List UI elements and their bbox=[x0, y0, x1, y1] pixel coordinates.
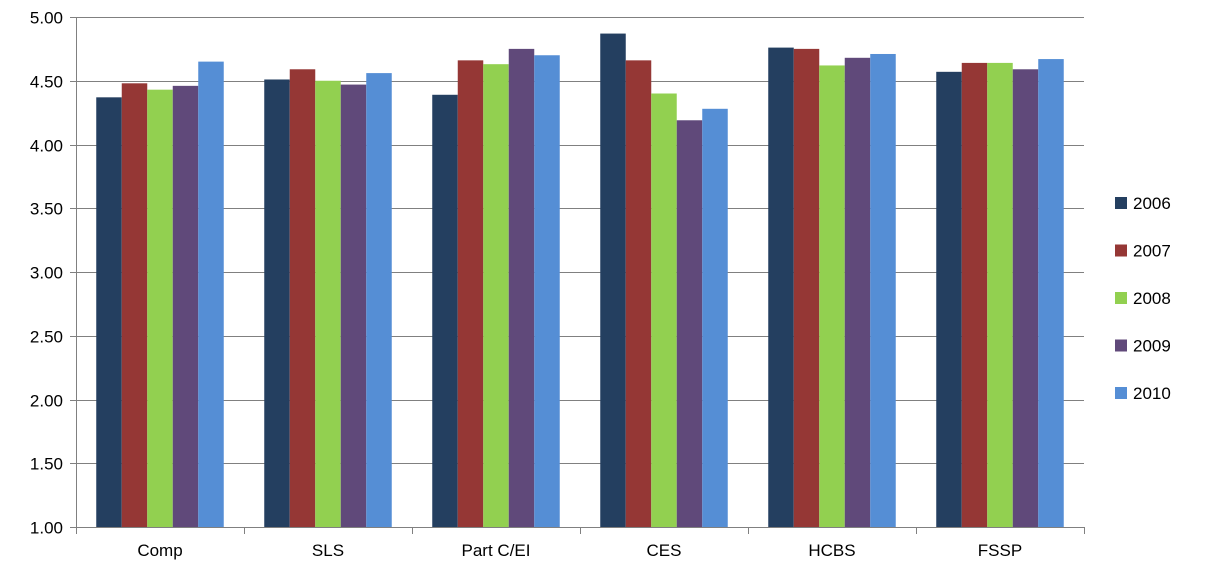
bar-2009-part-c-ei bbox=[508, 48, 535, 528]
bar-2006-part-c-ei bbox=[432, 94, 458, 527]
bar-2006-fssp bbox=[936, 71, 962, 527]
y-tick-label: 2.50 bbox=[30, 328, 63, 347]
bar-2007-fssp bbox=[961, 62, 988, 528]
bar-2007-ces bbox=[625, 60, 652, 527]
bar-2009-hcbs bbox=[844, 57, 871, 528]
legend-swatch-2006 bbox=[1115, 197, 1127, 209]
legend-label-2008: 2008 bbox=[1133, 289, 1171, 308]
bar-2007-part-c-ei bbox=[457, 60, 484, 527]
bar-2006-hcbs bbox=[768, 47, 794, 527]
bars bbox=[96, 33, 1064, 528]
bar-2006-comp bbox=[96, 97, 122, 527]
legend-label-2006: 2006 bbox=[1133, 194, 1171, 213]
y-tick-label: 3.00 bbox=[30, 264, 63, 283]
y-tick-label: 1.50 bbox=[30, 455, 63, 474]
bar-2007-sls bbox=[289, 69, 316, 527]
x-category-label: SLS bbox=[312, 541, 344, 560]
gridlines bbox=[76, 17, 1084, 464]
legend-label-2009: 2009 bbox=[1133, 337, 1171, 356]
legend-swatch-2007 bbox=[1115, 244, 1127, 257]
bar-2008-part-c-ei bbox=[483, 64, 509, 528]
bar-2009-sls bbox=[340, 84, 367, 527]
x-category-label: HCBS bbox=[808, 541, 855, 560]
bar-2010-ces bbox=[702, 108, 728, 528]
bar-2010-part-c-ei bbox=[534, 55, 560, 527]
y-tick-label: 3.50 bbox=[30, 200, 63, 219]
bar-2010-sls bbox=[366, 73, 392, 527]
legend-swatch-2009 bbox=[1115, 339, 1127, 352]
bar-2007-hcbs bbox=[793, 48, 820, 528]
bar-2008-sls bbox=[315, 80, 341, 527]
x-category-label: CES bbox=[647, 541, 682, 560]
legend: 2006 2007 2008 2009 2010 bbox=[1115, 194, 1171, 403]
y-tick-label: 2.00 bbox=[30, 392, 63, 411]
x-category-label: Part C/EI bbox=[462, 541, 531, 560]
bar-2009-ces bbox=[676, 120, 703, 528]
y-tick-label: 4.50 bbox=[30, 73, 63, 92]
bar-2006-ces bbox=[600, 33, 626, 527]
legend-swatch-2008 bbox=[1115, 292, 1127, 304]
bar-2008-fssp bbox=[987, 62, 1013, 528]
bar-2010-comp bbox=[198, 61, 224, 528]
bar-2008-comp bbox=[147, 89, 173, 528]
legend-label-2010: 2010 bbox=[1133, 384, 1171, 403]
axes: 1.00 1.50 2.00 2.50 3.00 3.50 4.00 4.50 5.00 Comp… bbox=[30, 9, 1085, 560]
bar-2008-ces bbox=[651, 93, 677, 527]
x-category-label: FSSP bbox=[978, 541, 1022, 560]
x-category-label: Comp bbox=[137, 541, 182, 560]
bar-2010-fssp bbox=[1038, 59, 1064, 527]
bar-2006-sls bbox=[264, 79, 290, 527]
y-tick-label: 1.00 bbox=[30, 519, 63, 538]
bar-2007-comp bbox=[121, 83, 148, 528]
legend-swatch-2010 bbox=[1115, 387, 1127, 399]
bar-2009-comp bbox=[172, 85, 199, 527]
bar-2010-hcbs bbox=[870, 53, 896, 527]
y-tick-label: 5.00 bbox=[30, 9, 63, 28]
bar-2009-fssp bbox=[1012, 69, 1039, 527]
legend-label-2007: 2007 bbox=[1133, 242, 1171, 261]
y-tick-label: 4.00 bbox=[30, 137, 63, 156]
bar-2008-hcbs bbox=[819, 65, 845, 527]
